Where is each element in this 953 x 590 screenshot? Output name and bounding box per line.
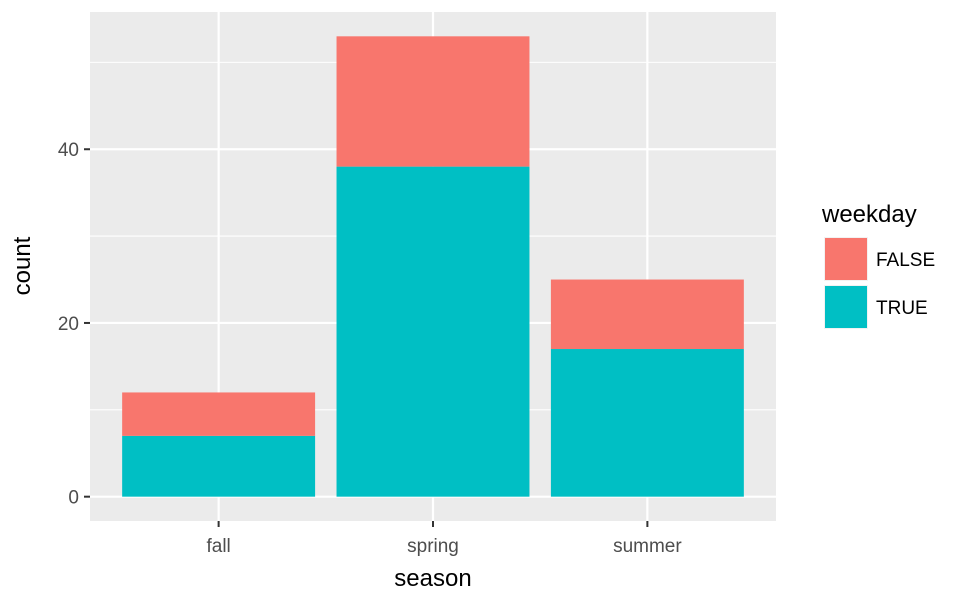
y-tick-label: 20 xyxy=(58,314,79,335)
y-axis: 0 20 40 xyxy=(58,140,90,509)
legend-item-true: TRUE xyxy=(824,285,928,329)
bars xyxy=(122,36,744,497)
bar-spring-false xyxy=(336,36,530,167)
legend-item-false: FALSE xyxy=(824,237,935,281)
legend-swatch-false xyxy=(825,238,867,280)
x-tick-label: summer xyxy=(613,536,682,557)
legend: weekday FALSE TRUE xyxy=(821,201,935,329)
x-axis: fall spring summer xyxy=(206,521,682,557)
legend-label-false: FALSE xyxy=(876,250,935,271)
x-tick-label: fall xyxy=(206,536,230,557)
y-axis-title: count xyxy=(9,236,36,295)
bar-summer-true xyxy=(550,349,744,497)
bar-fall-true xyxy=(122,435,316,497)
legend-label-true: TRUE xyxy=(876,298,928,319)
y-tick-label: 0 xyxy=(68,488,79,509)
legend-swatch-true xyxy=(825,286,867,328)
y-tick-label: 40 xyxy=(58,140,79,161)
x-axis-title: season xyxy=(394,565,471,590)
legend-title: weekday xyxy=(821,201,917,228)
bar-fall-false xyxy=(122,392,316,436)
bar-spring-true xyxy=(336,166,530,497)
bar-summer-false xyxy=(550,279,744,350)
x-tick-label: spring xyxy=(407,536,459,557)
